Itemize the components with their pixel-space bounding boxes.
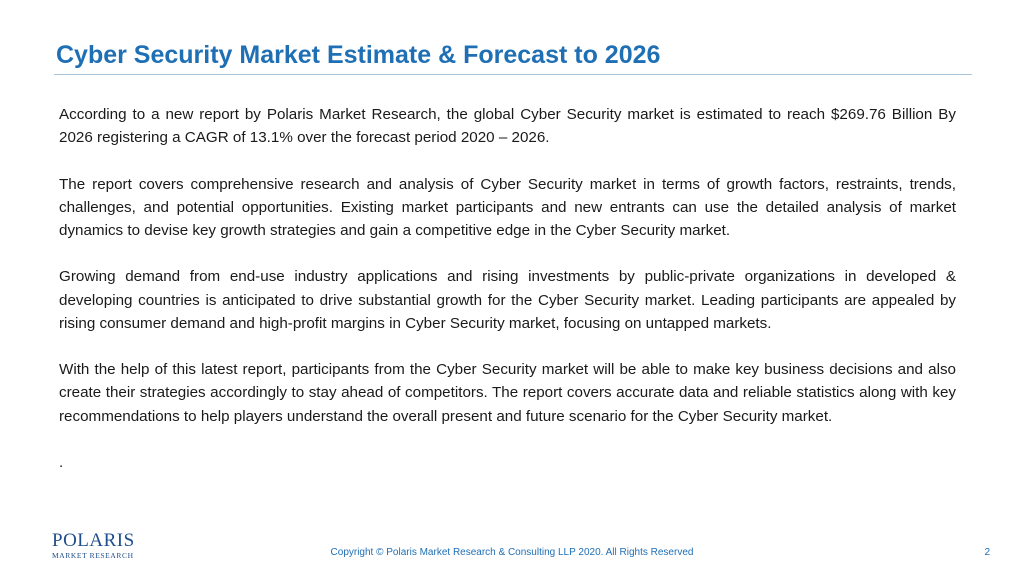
logo-subtitle: MARKET RESEARCH bbox=[52, 551, 134, 560]
paragraph-growth-drivers: Growing demand from end-use industry app… bbox=[59, 268, 956, 332]
slide-body: According to a new report by Polaris Mar… bbox=[59, 103, 956, 474]
page-number: 2 bbox=[984, 547, 990, 558]
logo-name: POLARIS bbox=[52, 530, 135, 551]
polaris-logo: POLARIS MARKET RESEARCH bbox=[52, 530, 135, 561]
slide-title: Cyber Security Market Estimate & Forecas… bbox=[56, 41, 661, 69]
paragraph-report-benefits: With the help of this latest report, par… bbox=[59, 361, 956, 425]
title-divider bbox=[54, 74, 972, 75]
paragraph-market-estimate: According to a new report by Polaris Mar… bbox=[59, 106, 956, 147]
paragraph-report-coverage: The report covers comprehensive research… bbox=[59, 175, 956, 239]
trailing-mark: . bbox=[59, 453, 64, 471]
copyright-notice: Copyright © Polaris Market Research & Co… bbox=[330, 547, 694, 558]
